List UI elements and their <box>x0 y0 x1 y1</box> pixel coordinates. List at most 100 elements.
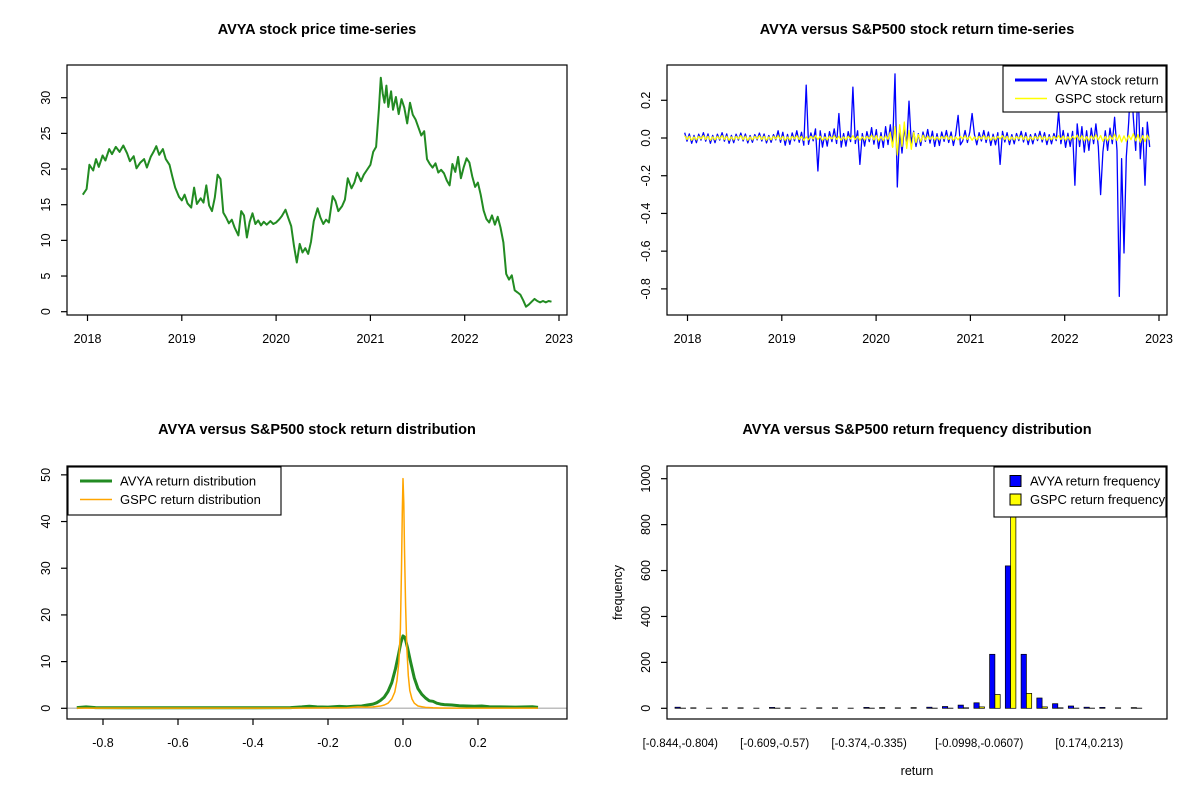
x-tick-label: 2021 <box>356 332 384 346</box>
y-tick-label: 50 <box>39 468 53 482</box>
legend-label: GSPC stock return <box>1055 91 1163 106</box>
legend-label: AVYA return frequency <box>1030 474 1161 489</box>
series-avya-return-frequency-bar <box>942 706 949 709</box>
series-avya-return-frequency-bar <box>1115 707 1122 709</box>
x-tick-label: 2023 <box>1145 332 1173 346</box>
series-avya-return-frequency-bar <box>1099 707 1106 709</box>
series-avya-return-frequency-bar <box>721 707 728 709</box>
x-tick-label: [0.174,0.213) <box>1055 738 1123 750</box>
y-tick-label: -0.8 <box>639 278 653 300</box>
series-gspc-return-frequency-bar <box>1057 707 1064 709</box>
x-tick-label: 2022 <box>1051 332 1079 346</box>
y-tick-label: 600 <box>639 560 653 581</box>
frequency-chart: [-0.844,-0.804) [-0.609,-0.57) [-0.374,-0.… <box>611 465 1168 778</box>
series-avya-return-frequency-bar <box>784 707 791 709</box>
y-tick-label: 20 <box>39 608 53 622</box>
series-gspc-return-frequency-bar <box>994 694 1001 709</box>
x-tick-label: [-0.844,-0.804) <box>643 738 719 750</box>
x-tick-label: 2022 <box>451 332 479 346</box>
price-chart-title: AVYA stock price time-series <box>217 22 417 38</box>
series-avya-return-frequency-bar <box>926 706 933 709</box>
y-tick-label: 0 <box>639 705 653 712</box>
series-avya-return-frequency-bar <box>989 653 996 709</box>
series-avya-return-frequency-bar <box>737 707 744 709</box>
y-tick-label: 800 <box>639 514 653 535</box>
series-avya-return-frequency-bar <box>1004 565 1011 709</box>
y-tick-label: -0.2 <box>639 165 653 187</box>
legend-label: AVYA stock return <box>1055 73 1159 88</box>
series-avya-return-frequency-bar <box>674 706 681 709</box>
x-tick-label: -0.6 <box>167 736 189 750</box>
series-avya-return-frequency-bar <box>879 707 886 709</box>
series-gspc-return-frequency-bar <box>1026 693 1033 709</box>
series-avya-return-frequency-bar <box>831 707 838 709</box>
y-tick-label: 10 <box>39 655 53 669</box>
legend-swatch <box>1009 493 1022 506</box>
series-gspc-return-distribution <box>76 477 538 709</box>
y-tick-label: 0.0 <box>639 129 653 146</box>
y-tick-label: 25 <box>39 126 53 140</box>
series-avya-return-frequency-bar <box>863 707 870 709</box>
series-avya-return-frequency-bar <box>690 707 697 709</box>
y-tick-label: 30 <box>39 561 53 575</box>
x-tick-label: -0.4 <box>242 736 264 750</box>
series-gspc-return-frequency-bar <box>1041 706 1048 709</box>
legend-label: GSPC return frequency <box>1030 492 1166 507</box>
x-tick-label: 2020 <box>862 332 890 346</box>
y-tick-label: 200 <box>639 652 653 673</box>
series-avya-return-frequency-bar <box>769 707 776 709</box>
legend-box <box>993 466 1167 518</box>
series-avya-stock-price <box>81 76 552 308</box>
y-tick-label: 0 <box>39 308 53 315</box>
x-tick-label: [-0.0998,-0.0607) <box>935 738 1023 750</box>
x-tick-label: 0.2 <box>469 736 486 750</box>
series-avya-return-frequency-bar <box>1067 705 1074 709</box>
x-tick-label: [-0.609,-0.57) <box>740 738 809 750</box>
y-tick-label: 10 <box>39 233 53 247</box>
plot-box <box>666 465 1168 720</box>
series-gspc-return-frequency-bar <box>963 707 970 709</box>
y-tick-label: 400 <box>639 606 653 627</box>
density-chart: -0.8 -0.6 -0.4 -0.2 0.0 0.2 0 10 20 30 40 50 AVYA re… <box>39 465 568 750</box>
series-avya-return-frequency-bar <box>1130 707 1137 709</box>
plot-box <box>666 64 1168 316</box>
x-tick-label: 2023 <box>545 332 573 346</box>
x-tick-label: 2019 <box>168 332 196 346</box>
x-tick-label: 2019 <box>768 332 796 346</box>
series-gspc-stock-return <box>684 121 1151 156</box>
y-tick-label: 15 <box>39 198 53 212</box>
returns-chart: 2018 2019 2020 2021 2022 2023 0.2 0.0 -0.2 -0.4 -0… <box>639 64 1173 346</box>
legend-label: GSPC return distribution <box>120 492 261 507</box>
x-tick-label: 2018 <box>74 332 102 346</box>
series-avya-return-frequency-bar <box>1020 653 1027 709</box>
returns-chart-title: AVYA versus S&P500 stock return time-ser… <box>759 22 1075 38</box>
y-tick-label: -0.6 <box>639 240 653 262</box>
y-tick-label: 1000 <box>639 465 653 493</box>
series-avya-return-distribution <box>76 634 539 710</box>
series-avya-return-frequency-bar <box>1052 703 1059 709</box>
legend-label: AVYA return distribution <box>120 474 256 489</box>
legend-box <box>67 466 282 516</box>
series-avya-return-frequency-bar <box>1083 706 1090 709</box>
y-tick-label: -0.4 <box>639 203 653 225</box>
series-avya-return-frequency-bar <box>894 707 901 709</box>
y-tick-label: 0 <box>39 705 53 712</box>
y-tick-label: 40 <box>39 515 53 529</box>
legend-box <box>1002 65 1167 113</box>
density-chart-title: AVYA versus S&P500 stock return distribu… <box>158 422 476 438</box>
plot-box <box>66 465 568 720</box>
y-axis-label: frequency <box>611 564 625 620</box>
series-avya-return-frequency-bar <box>816 707 823 709</box>
plot-box <box>66 64 568 316</box>
x-tick-label: -0.2 <box>317 736 339 750</box>
legend-swatch <box>1009 475 1022 487</box>
x-tick-label: 2020 <box>262 332 290 346</box>
frequency-chart-title: AVYA versus S&P500 return frequency dist… <box>742 422 1092 438</box>
price-chart: 2018 2019 2020 2021 2022 2023 0 5 10 15 20 25 30 <box>39 64 573 346</box>
series-avya-return-frequency-bar <box>973 702 980 709</box>
series-gspc-return-frequency-bar <box>978 706 985 709</box>
x-tick-label: 2021 <box>956 332 984 346</box>
y-tick-label: 30 <box>39 91 53 105</box>
series-avya-return-frequency-bar <box>910 707 917 709</box>
